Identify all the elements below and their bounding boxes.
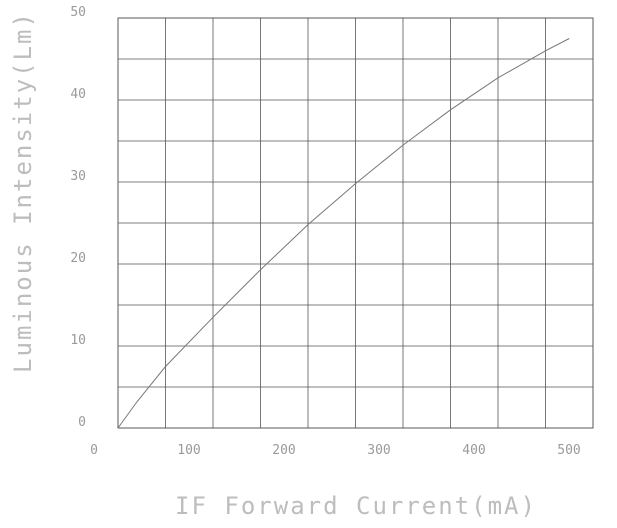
y-tick-label-0: 0	[78, 415, 86, 430]
y-axis-title: Luminous Intensity(Lm)	[9, 11, 37, 373]
x-axis-title: IF Forward Current(mA)	[175, 492, 537, 520]
x-tick-label-0: 0	[90, 443, 98, 458]
y-tick-label-5: 50	[70, 5, 86, 20]
y-tick-labels: 0 10 20 30 40 50	[70, 5, 86, 430]
series-line	[117, 38, 570, 429]
x-tick-label-3: 300	[367, 443, 390, 458]
x-tick-label-5: 500	[557, 443, 580, 458]
grid	[117, 17, 594, 429]
y-tick-label-2: 20	[70, 251, 86, 266]
y-tick-label-4: 40	[70, 87, 86, 102]
x-tick-labels: 0 100 200 300 400 500	[90, 443, 581, 458]
y-tick-label-1: 10	[70, 333, 86, 348]
x-tick-label-2: 200	[272, 443, 295, 458]
x-tick-label-4: 400	[462, 443, 485, 458]
y-tick-label-3: 30	[70, 169, 86, 184]
plot-frame	[117, 17, 594, 429]
x-tick-label-1: 100	[177, 443, 200, 458]
